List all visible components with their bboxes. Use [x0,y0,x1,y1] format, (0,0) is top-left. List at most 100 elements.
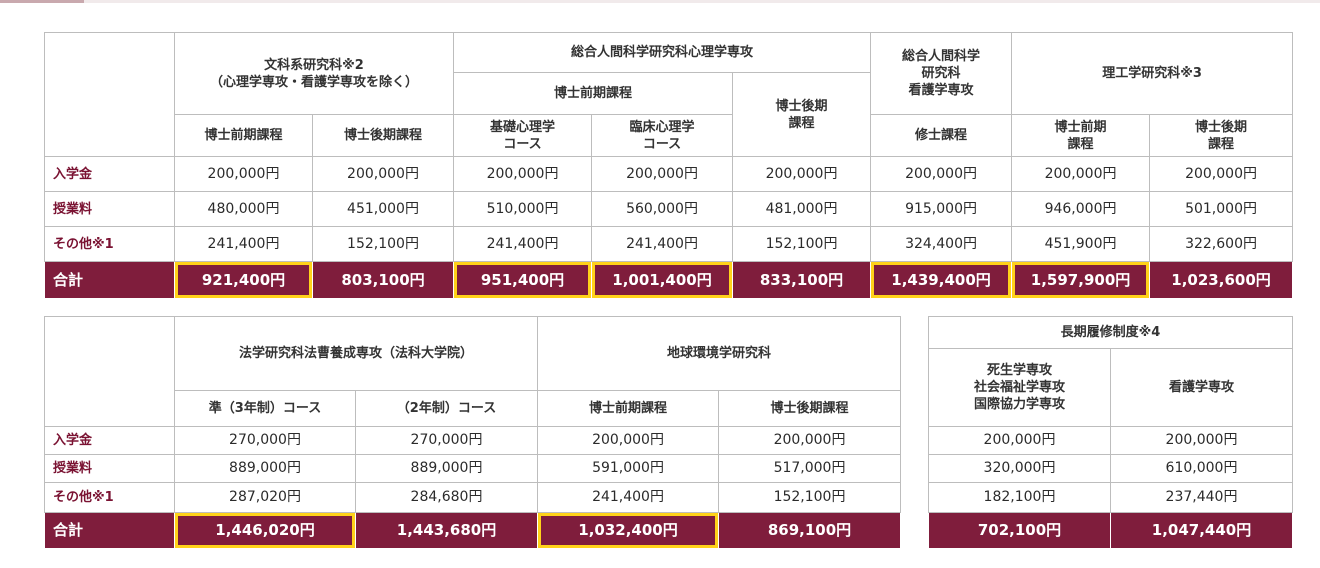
total-cell: 833,100円 [732,261,872,299]
fee-cell: 182,100円 [928,482,1111,513]
fee-cell: 322,600円 [1149,226,1294,262]
group-header-environment: 地球環境学研究科 [537,316,902,391]
top-fee-table: 文科系研究科※2 （心理学専攻・看護学専攻を除く） 総合人間科学研究科心理学専攻… [44,32,1294,299]
fee-cell: 241,400円 [174,226,313,262]
table-row: 授業料 889,000円 889,000円 591,000円 517,000円 [44,454,902,483]
fee-cell: 480,000円 [174,191,313,227]
table-row: 入学金 270,000円 270,000円 200,000円 200,000円 [44,426,902,455]
fee-cell: 324,400円 [870,226,1013,262]
corner-cell [44,316,175,427]
total-cell: 869,100円 [718,512,902,549]
total-cell-highlighted: 1,439,400円 [870,261,1013,299]
table-row: その他※1 287,020円 284,680円 241,400円 152,100… [44,482,902,513]
group-header-psychology: 総合人間科学研究科心理学専攻 [453,32,872,73]
column-header: （2年制）コース [354,390,539,427]
column-header: 博士後期課程 [311,114,455,157]
column-header: 博士後期 課程 [1149,114,1294,157]
long-term-fee-table: 長期履修制度※4 死生学専攻 社会福祉学専攻 国際協力学専攻 看護学専攻 200… [928,316,1293,549]
table-row: 182,100円 237,440円 [928,482,1293,513]
fee-cell: 200,000円 [1149,156,1294,192]
total-row: 合計 1,446,020円 1,443,680円 1,032,400円 869,… [44,512,902,549]
fee-cell: 501,000円 [1149,191,1294,227]
total-cell: 1,023,600円 [1149,261,1294,299]
total-cell-highlighted: 951,400円 [453,261,593,299]
fee-cell: 200,000円 [718,426,902,455]
table-row: 200,000円 200,000円 [928,426,1293,455]
total-cell: 803,100円 [311,261,455,299]
fee-cell: 270,000円 [354,426,539,455]
row-label-admission: 入学金 [44,426,175,455]
fee-cell: 287,020円 [174,482,356,513]
group-header-long-term: 長期履修制度※4 [928,316,1293,349]
fee-cell: 237,440円 [1110,482,1293,513]
column-header: 修士課程 [870,114,1013,157]
column-header: 基礎心理学 コース [453,114,593,157]
fee-cell: 200,000円 [1110,426,1293,455]
fee-cell: 152,100円 [311,226,455,262]
fee-cell: 200,000円 [1011,156,1151,192]
bottom-left-fee-table: 法学研究科法曹養成専攻（法科大学院） 地球環境学研究科 準（3年制）コース （2… [44,316,902,549]
group-header-law: 法学研究科法曹養成専攻（法科大学院） [173,316,539,391]
column-header: 死生学専攻 社会福祉学専攻 国際協力学専攻 [928,348,1111,427]
fee-cell: 451,900円 [1011,226,1151,262]
total-row: 702,100円 1,047,440円 [928,512,1293,549]
fee-cell: 241,400円 [537,482,720,513]
group-header-nursing: 総合人間科学 研究科 看護学専攻 [870,32,1013,115]
table-row: 入学金 200,000円 200,000円 200,000円 200,000円 … [44,156,1294,192]
fee-cell: 591,000円 [537,454,720,483]
top-rule [0,0,1320,3]
total-cell-highlighted: 1,032,400円 [537,512,720,549]
fee-cell: 610,000円 [1110,454,1293,483]
total-cell: 1,047,440円 [1110,512,1293,549]
fee-cell: 451,000円 [311,191,455,227]
fee-cell: 200,000円 [174,156,313,192]
fee-cell: 200,000円 [870,156,1013,192]
row-label-total: 合計 [44,261,175,299]
total-cell-highlighted: 1,597,900円 [1011,261,1151,299]
fee-cell: 284,680円 [354,482,539,513]
fee-cell: 241,400円 [591,226,734,262]
fee-cell: 510,000円 [453,191,593,227]
total-cell: 702,100円 [928,512,1111,549]
column-header: 臨床心理学 コース [591,114,734,157]
fee-cell: 481,000円 [732,191,872,227]
total-cell-highlighted: 1,001,400円 [591,261,734,299]
fee-cell: 200,000円 [591,156,734,192]
table-row: その他※1 241,400円 152,100円 241,400円 241,400… [44,226,1294,262]
table-row: 320,000円 610,000円 [928,454,1293,483]
subheader-psychology-first: 博士前期課程 [453,72,734,115]
total-cell: 1,443,680円 [354,512,539,549]
fee-cell: 560,000円 [591,191,734,227]
column-header: 博士前期 課程 [1011,114,1151,157]
table-row: 授業料 480,000円 451,000円 510,000円 560,000円 … [44,191,1294,227]
column-header: 博士前期課程 [537,390,720,427]
column-header: 準（3年制）コース [174,390,356,427]
fee-cell: 889,000円 [174,454,356,483]
group-header-humanities: 文科系研究科※2 （心理学専攻・看護学専攻を除く） [173,32,455,115]
fee-cell: 889,000円 [354,454,539,483]
row-label-tuition: 授業料 [44,191,175,227]
subheader-psychology-later: 博士後期 課程 [732,72,872,157]
row-label-tuition: 授業料 [44,454,175,483]
row-label-other: その他※1 [44,226,175,262]
fee-cell: 200,000円 [537,426,720,455]
fee-cell: 200,000円 [928,426,1111,455]
fee-cell: 241,400円 [453,226,593,262]
total-cell-highlighted: 921,400円 [174,261,313,299]
top-rule-accent [0,0,84,3]
fee-cell: 915,000円 [870,191,1013,227]
corner-cell [44,32,175,157]
fee-cell: 946,000円 [1011,191,1151,227]
fee-cell: 200,000円 [311,156,455,192]
row-label-total: 合計 [44,512,175,549]
row-label-admission: 入学金 [44,156,175,192]
fee-cell: 152,100円 [718,482,902,513]
fee-cell: 200,000円 [453,156,593,192]
fee-cell: 517,000円 [718,454,902,483]
column-header: 博士前期課程 [174,114,313,157]
row-label-other: その他※1 [44,482,175,513]
group-header-science: 理工学研究科※3 [1011,32,1294,115]
total-cell-highlighted: 1,446,020円 [174,512,356,549]
column-header: 看護学専攻 [1110,348,1293,427]
fee-cell: 152,100円 [732,226,872,262]
